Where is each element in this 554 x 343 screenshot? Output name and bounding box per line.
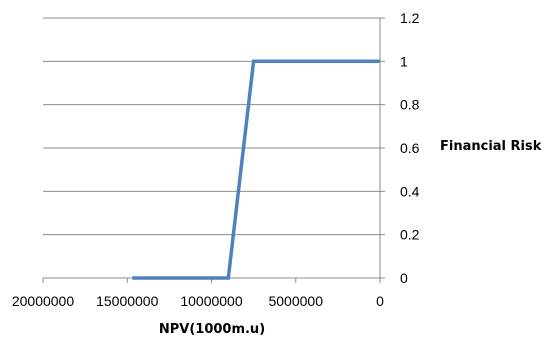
series-line-0 <box>132 59 380 280</box>
y-tick-label-2: 0.4 <box>400 183 420 199</box>
y-tick-labels: 0 0.2 0.4 0.6 0.8 1 1.2 <box>400 10 420 286</box>
y-tick-label-3: 0.6 <box>400 140 420 156</box>
y-tick-label-1: 0.2 <box>400 227 420 243</box>
grid-lines <box>43 17 380 236</box>
series-layer <box>132 59 381 280</box>
x-tick-labels: 20000000 15000000 10000000 5000000 0 <box>12 293 384 309</box>
y-tick-label-0: 0 <box>400 270 408 286</box>
axes <box>42 17 385 283</box>
y-tick-label-6: 1.2 <box>400 10 420 26</box>
y-tick-label-4: 0.8 <box>400 97 420 113</box>
x-tick-label-3: 5000000 <box>268 293 323 309</box>
x-tick-label-0: 20000000 <box>12 293 75 309</box>
x-tick-label-1: 15000000 <box>96 293 159 309</box>
y-axis-title: Financial Risk <box>440 139 542 154</box>
x-tick-label-4: 0 <box>376 293 384 309</box>
x-axis-title: NPV(1000m.u) <box>159 322 265 337</box>
y-tick-label-5: 1 <box>400 53 408 69</box>
x-tick-label-2: 10000000 <box>180 293 243 309</box>
